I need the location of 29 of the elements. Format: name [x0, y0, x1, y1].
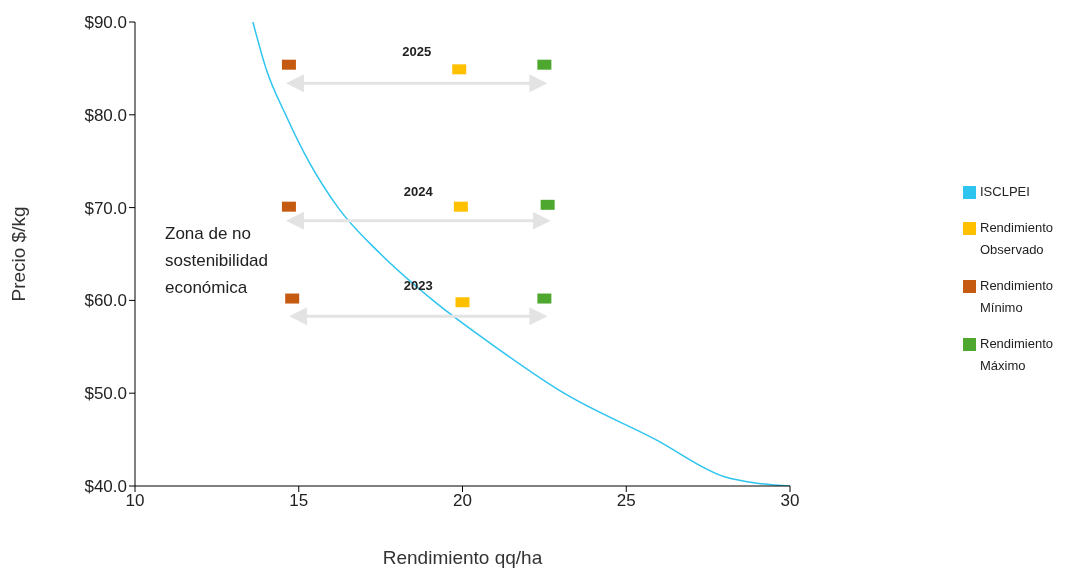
legend-label: ISCLPEI [980, 182, 1031, 201]
y-tick-label: $40.0 [84, 477, 127, 497]
point [537, 293, 552, 304]
point [537, 59, 552, 70]
y-tick-label: $70.0 [84, 198, 127, 218]
x-tick-label: 20 [453, 491, 472, 511]
point [540, 199, 555, 210]
legend-label: Rendimiento Observado [980, 218, 1054, 259]
point [281, 201, 296, 212]
y-tick-label: $90.0 [84, 13, 127, 33]
point [285, 293, 300, 304]
y-axis-title: Precio $/kg [7, 206, 29, 302]
y-tick-label: $80.0 [84, 105, 127, 125]
x-tick-label: 10 [125, 491, 145, 511]
annotation: Zona de no sostenibilidad económica [165, 223, 269, 299]
y-tick-label: $60.0 [84, 291, 127, 311]
x-tick-label: 30 [780, 491, 800, 511]
point [453, 201, 468, 212]
point [455, 297, 470, 308]
legend-label: Rendimiento Mínimo [980, 276, 1054, 317]
point [281, 59, 296, 70]
point [452, 64, 467, 75]
annotation: 2024 [403, 184, 434, 200]
x-tick-label: 15 [289, 491, 309, 511]
y-tick-label: $50.0 [84, 384, 127, 404]
x-tick-label: 25 [616, 491, 636, 511]
x-axis-title: Rendimiento qq/ha [382, 547, 543, 568]
legend-label: Rendimiento Máximo [980, 334, 1054, 375]
annotation: 2025 [402, 44, 432, 60]
